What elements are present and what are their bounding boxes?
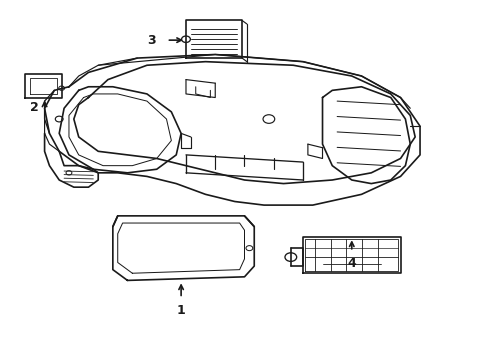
- Text: 3: 3: [147, 33, 156, 47]
- Text: 2: 2: [30, 101, 39, 114]
- Text: 4: 4: [346, 257, 355, 270]
- Text: 1: 1: [176, 304, 185, 317]
